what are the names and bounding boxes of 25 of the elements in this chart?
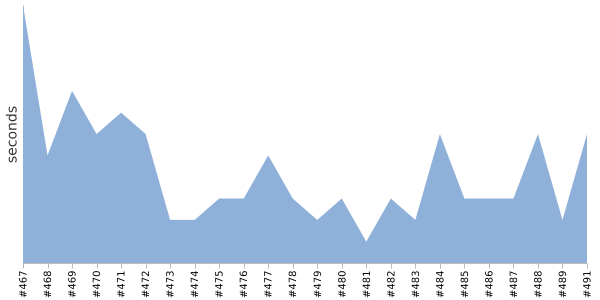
x-tick-label: #486 — [484, 270, 496, 298]
x-tick-label: #480 — [337, 270, 348, 298]
x-tick-label: #479 — [312, 270, 324, 298]
x-tick-label: #477 — [264, 270, 275, 298]
x-tick-label: #484 — [435, 270, 446, 298]
x-tick-label: #481 — [362, 270, 373, 298]
x-tick-label: #474 — [190, 270, 202, 298]
x-tick-label: #485 — [460, 270, 471, 298]
x-tick-label: #491 — [582, 270, 594, 298]
x-tick-label: #482 — [386, 270, 398, 298]
x-tick-label: #478 — [288, 270, 300, 298]
x-tick-label: #476 — [239, 270, 250, 298]
x-tick-label: #467 — [18, 270, 30, 298]
x-tick-label: #472 — [141, 270, 152, 298]
x-tick-label: #475 — [214, 270, 226, 298]
x-tick-label: #483 — [410, 270, 422, 298]
x-tick-label: #468 — [43, 270, 54, 298]
x-tick-label: #487 — [508, 270, 520, 298]
x-tick-label: #489 — [558, 270, 569, 298]
x-tick-label: #471 — [116, 270, 128, 298]
x-tick-label: #470 — [92, 270, 104, 298]
x-tick-label: #473 — [166, 270, 177, 298]
x-tick-label: #469 — [68, 270, 79, 298]
x-tick-label: #488 — [533, 270, 544, 298]
y-axis-title: seconds — [4, 106, 20, 164]
